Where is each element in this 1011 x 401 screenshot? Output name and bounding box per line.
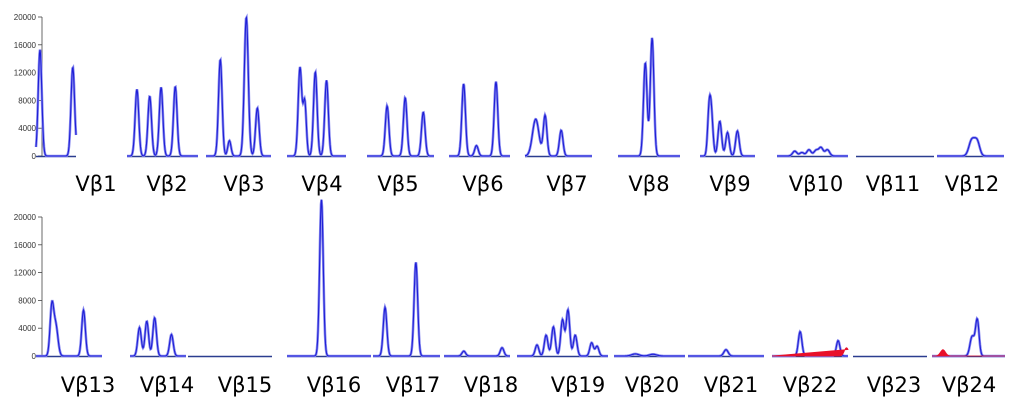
y-tick-label: 0 bbox=[32, 152, 37, 161]
y-tick-label: 16000 bbox=[14, 41, 37, 50]
panel-label: Vβ11 bbox=[866, 172, 921, 196]
trace-halo bbox=[688, 348, 764, 358]
panel-Vβ22: Vβ22 bbox=[771, 329, 849, 397]
trace-line bbox=[130, 316, 186, 357]
panel-Vβ11: Vβ11 bbox=[856, 155, 934, 196]
y-tick-label: 4000 bbox=[18, 324, 36, 333]
trace-line bbox=[206, 15, 271, 157]
panel-label: Vβ10 bbox=[789, 172, 844, 196]
y-tick-label: 12000 bbox=[14, 69, 37, 78]
trace-halo bbox=[700, 91, 755, 158]
trace-halo bbox=[449, 81, 510, 158]
panel-Vβ20: Vβ20 bbox=[614, 352, 685, 397]
panel-Vβ23: Vβ23 bbox=[853, 355, 927, 397]
trace-halo bbox=[373, 262, 440, 358]
panel-label: Vβ21 bbox=[704, 373, 759, 397]
panel-label: Vβ3 bbox=[223, 172, 264, 196]
trace-halo bbox=[36, 299, 102, 358]
chart-row-bottom: 0 4000 8000 12000 16000 20000 Vβ13 Vβ14 Vβ15 Vβ16… bbox=[14, 199, 1005, 397]
trace-line bbox=[777, 146, 848, 157]
trace-halo bbox=[367, 94, 434, 158]
y-tick-label: 8000 bbox=[18, 96, 36, 105]
trace-line bbox=[700, 93, 755, 157]
trace-line bbox=[287, 199, 371, 357]
trace-line bbox=[35, 49, 77, 157]
trace-halo bbox=[287, 199, 371, 358]
trace-line bbox=[449, 81, 510, 157]
panel-label: Vβ13 bbox=[61, 373, 116, 397]
chart-row-top: 0 4000 8000 12000 16000 20000 Vβ1 Vβ2 Vβ3 Vβ4 Vβ5 V… bbox=[14, 13, 1004, 196]
trace-line bbox=[287, 66, 346, 157]
y-tick-label: 8000 bbox=[18, 296, 36, 305]
panel-label: Vβ22 bbox=[783, 373, 838, 397]
trace-line bbox=[367, 96, 434, 157]
y-tick-label: 4000 bbox=[18, 124, 36, 133]
panel-Vβ18: Vβ18 bbox=[444, 346, 519, 397]
panel-label: Vβ4 bbox=[301, 172, 342, 196]
panel-Vβ17: Vβ17 bbox=[373, 262, 440, 397]
panel-Vβ21: Vβ21 bbox=[688, 348, 764, 397]
panel-label: Vβ9 bbox=[709, 172, 750, 196]
y-tick-label: 20000 bbox=[14, 213, 37, 222]
trace-halo bbox=[777, 145, 848, 158]
panel-label: Vβ20 bbox=[625, 373, 680, 397]
trace-line bbox=[373, 262, 440, 357]
trace-line bbox=[618, 37, 680, 157]
trace-halo bbox=[206, 13, 271, 158]
y-tick-label: 0 bbox=[32, 352, 37, 361]
trace-line bbox=[36, 300, 102, 357]
trace-line bbox=[127, 86, 198, 157]
panel-label: Vβ8 bbox=[628, 172, 669, 196]
panel-Vβ24: Vβ24 bbox=[932, 315, 1005, 397]
panel-Vβ8: Vβ8 bbox=[618, 37, 680, 196]
trace-red-peak bbox=[771, 347, 849, 357]
panel-Vβ14: Vβ14 bbox=[130, 315, 195, 397]
trace-red-peak bbox=[932, 349, 1005, 357]
panel-Vβ12: Vβ12 bbox=[937, 136, 1004, 196]
panel-label: Vβ19 bbox=[551, 373, 606, 397]
panel-Vβ15: Vβ15 bbox=[188, 355, 273, 397]
panel-Vβ3: Vβ3 bbox=[206, 13, 271, 196]
trace-line bbox=[614, 353, 685, 357]
panel-Vβ1: Vβ1 bbox=[34, 49, 117, 196]
panel-label: Vβ18 bbox=[464, 373, 519, 397]
panel-label: Vβ17 bbox=[386, 373, 441, 397]
panel-label: Vβ24 bbox=[942, 373, 997, 397]
trace-line bbox=[517, 308, 608, 357]
panel-label: Vβ5 bbox=[377, 172, 418, 196]
panel-label: Vβ12 bbox=[945, 172, 1000, 196]
panel-Vβ13: Vβ13 bbox=[36, 299, 116, 397]
trace-line bbox=[524, 113, 592, 157]
panel-Vβ6: Vβ6 bbox=[449, 81, 510, 196]
panel-label: Vβ14 bbox=[140, 373, 195, 397]
panel-Vβ9: Vβ9 bbox=[700, 91, 755, 196]
panel-label: Vβ7 bbox=[546, 172, 587, 196]
panel-Vβ4: Vβ4 bbox=[287, 66, 346, 196]
y-tick-label: 20000 bbox=[14, 13, 37, 22]
y-tick-label: 16000 bbox=[14, 241, 37, 250]
panel-Vβ19: Vβ19 bbox=[517, 305, 608, 397]
panel-Vβ16: Vβ16 bbox=[287, 199, 371, 397]
panel-label: Vβ2 bbox=[146, 172, 187, 196]
panel-label: Vβ23 bbox=[867, 373, 922, 397]
panel-label: Vβ6 bbox=[462, 172, 503, 196]
panel-label: Vβ15 bbox=[218, 373, 273, 397]
y-tick-label: 12000 bbox=[14, 269, 37, 278]
panel-Vβ7: Vβ7 bbox=[524, 111, 592, 196]
panel-label: Vβ1 bbox=[75, 172, 116, 196]
panel-Vβ5: Vβ5 bbox=[367, 94, 434, 196]
trace-line bbox=[937, 137, 1004, 157]
panel-Vβ2: Vβ2 bbox=[127, 84, 198, 196]
panel-label: Vβ16 bbox=[307, 373, 362, 397]
trace-line bbox=[444, 347, 510, 357]
trace-line bbox=[688, 349, 764, 357]
trace-halo bbox=[618, 37, 680, 158]
panel-Vβ10: Vβ10 bbox=[777, 145, 848, 196]
